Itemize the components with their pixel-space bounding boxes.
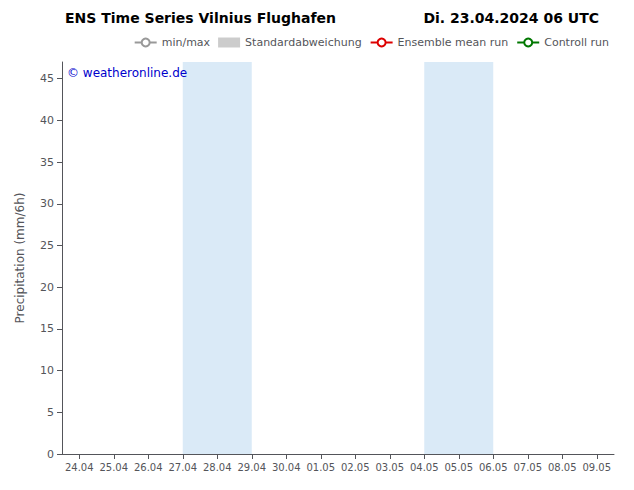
- svg-text:5: 5: [47, 406, 54, 419]
- svg-text:40: 40: [40, 114, 54, 127]
- svg-text:min/max: min/max: [162, 36, 211, 49]
- svg-text:30.04: 30.04: [272, 462, 301, 473]
- svg-text:29.04: 29.04: [237, 462, 266, 473]
- svg-text:25.04: 25.04: [99, 462, 128, 473]
- svg-text:45: 45: [40, 72, 54, 85]
- svg-text:01.05: 01.05: [306, 462, 335, 473]
- svg-text:26.04: 26.04: [134, 462, 163, 473]
- svg-text:04.05: 04.05: [410, 462, 439, 473]
- svg-text:Controll run: Controll run: [544, 36, 609, 49]
- svg-text:15: 15: [40, 322, 54, 335]
- svg-text:27.04: 27.04: [168, 462, 197, 473]
- svg-text:06.05: 06.05: [479, 462, 508, 473]
- svg-text:Precipitation (mm/6h): Precipitation (mm/6h): [13, 193, 27, 324]
- svg-text:20: 20: [40, 281, 54, 294]
- svg-text:07.05: 07.05: [513, 462, 542, 473]
- svg-text:28.04: 28.04: [203, 462, 232, 473]
- svg-text:24.04: 24.04: [65, 462, 94, 473]
- svg-text:25: 25: [40, 239, 54, 252]
- svg-text:05.05: 05.05: [444, 462, 473, 473]
- svg-text:Di. 23.04.2024 06 UTC: Di. 23.04.2024 06 UTC: [423, 10, 599, 26]
- svg-text:ENS Time Series Vilnius Flugha: ENS Time Series Vilnius Flughafen: [65, 10, 336, 26]
- svg-text:02.05: 02.05: [341, 462, 370, 473]
- svg-text:© weatheronline.de: © weatheronline.de: [67, 66, 187, 80]
- svg-text:09.05: 09.05: [582, 462, 611, 473]
- svg-text:Standardabweichung: Standardabweichung: [245, 36, 362, 49]
- svg-text:03.05: 03.05: [375, 462, 404, 473]
- svg-text:08.05: 08.05: [548, 462, 577, 473]
- svg-text:35: 35: [40, 156, 54, 169]
- svg-text:10: 10: [40, 364, 54, 377]
- svg-text:Ensemble mean run: Ensemble mean run: [398, 36, 509, 49]
- svg-text:30: 30: [40, 197, 54, 210]
- svg-text:0: 0: [47, 448, 54, 461]
